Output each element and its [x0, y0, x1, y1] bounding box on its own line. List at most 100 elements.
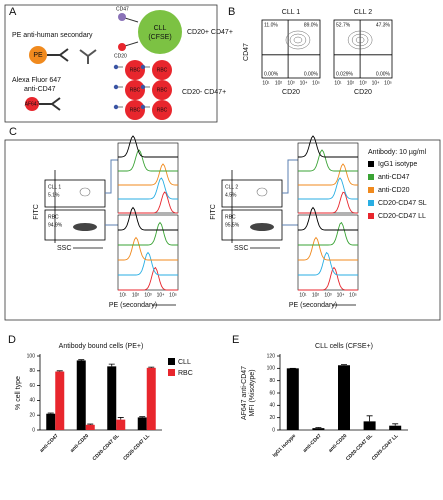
- histogram-trace: [118, 177, 178, 200]
- histogram-trace: [298, 236, 358, 261]
- cll-events: [79, 187, 91, 197]
- x-tick-label: anti-CD47: [39, 433, 60, 454]
- rbc-cell: [125, 60, 145, 80]
- y-tick-label: 0: [32, 427, 35, 433]
- pe-label: PE: [33, 52, 43, 59]
- bar: [116, 419, 126, 430]
- x-tick-label: anti-CD20: [69, 433, 90, 454]
- rbc-events: [250, 223, 274, 231]
- error-bar: [366, 415, 373, 422]
- histogram-trace: [298, 163, 358, 186]
- y-axis-label: MFI (%isotype): [249, 369, 256, 416]
- pe-secondary-label: PE anti-human secondary: [12, 32, 93, 39]
- density-contour: [289, 33, 307, 47]
- pe-fluor: [29, 46, 47, 64]
- x-tick-label: 10²: [312, 292, 320, 298]
- phenotype-label: CD20+ CD47+: [187, 29, 233, 36]
- error-bar: [139, 416, 146, 418]
- plot-title: CLL 1: [282, 9, 301, 16]
- legend-label: IgG1 isotype: [378, 161, 417, 168]
- gate-label: RBC: [48, 214, 59, 220]
- x-axis-label: CD20: [354, 89, 372, 96]
- cll-cell: [138, 10, 182, 54]
- cll-events: [256, 187, 268, 197]
- plot-title: CLL 2: [354, 9, 373, 16]
- chart-title: CLL cells (CFSE+): [315, 343, 373, 350]
- rbc-label: RBC: [130, 67, 141, 73]
- bar: [286, 368, 299, 430]
- error-bar: [78, 359, 85, 361]
- density-contour: [293, 36, 303, 44]
- x-tick-label: 10¹: [299, 292, 307, 298]
- y-axis-label: FITC: [33, 204, 40, 220]
- legend-swatch: [368, 174, 374, 180]
- antigen: [113, 64, 119, 70]
- histogram-trace: [118, 135, 178, 158]
- y-tick-label: 40: [269, 403, 275, 409]
- legend-label: RBC: [178, 370, 193, 377]
- cll-label: CLL: [154, 25, 167, 32]
- density-contour: [351, 33, 369, 47]
- histogram-trace: [298, 206, 358, 231]
- histogram-trace: [118, 163, 178, 186]
- density-contour: [347, 30, 373, 50]
- panel-label: B: [228, 6, 235, 18]
- density-contour: [355, 36, 365, 44]
- x-tick-label: 10⁵: [169, 292, 177, 298]
- legend-swatch: [368, 187, 374, 193]
- histogram-frame: [297, 214, 359, 291]
- error-bar: [315, 427, 322, 429]
- plot-frame: [333, 19, 393, 79]
- cd47-marker: [118, 13, 126, 21]
- x-tick-label: IgG1 isotype: [272, 433, 298, 459]
- legend-swatch: [168, 358, 175, 365]
- x-axis-label: CD20: [282, 89, 300, 96]
- rbc-label: RBC: [157, 67, 168, 73]
- x-tick-label: 10⁵: [312, 80, 320, 86]
- cd20-marker: [118, 43, 126, 51]
- rbc-cell: [125, 100, 145, 120]
- rbc-label: RBC: [130, 87, 141, 93]
- cd47-stalk: [124, 17, 139, 23]
- gate-pct: 5.1%: [48, 192, 60, 198]
- x-tick-label: 10³: [144, 292, 152, 298]
- histogram-trace: [298, 191, 358, 214]
- error-bar: [148, 366, 155, 368]
- panel-label: D: [8, 334, 16, 346]
- gate-arrow: [282, 159, 298, 194]
- y-tick-label: 20: [29, 413, 35, 419]
- x-axis-label: PE (secondary): [109, 302, 157, 309]
- histogram-trace: [118, 236, 178, 261]
- y-tick-label: 100: [267, 366, 276, 372]
- histogram-frame: [117, 214, 179, 291]
- error-bar: [87, 423, 94, 425]
- error-bar: [47, 412, 54, 414]
- x-tick-label: 10⁴: [157, 292, 165, 298]
- gate-label: RBC: [225, 214, 236, 220]
- x-tick-label: anti-CD20: [328, 433, 349, 454]
- y-axis-label: AF647 anti-CD47: [241, 366, 248, 420]
- rbc-cell: [152, 60, 172, 80]
- bar: [312, 428, 325, 430]
- y-tick-label: 60: [269, 390, 275, 396]
- panel-label: C: [9, 126, 17, 138]
- bar: [107, 366, 117, 430]
- x-tick-label: 10³: [359, 80, 367, 86]
- y-tick-label: 20: [269, 415, 275, 421]
- bar: [46, 413, 56, 430]
- af647-antibody: [39, 97, 61, 111]
- chart-title: Antibody bound cells (PE+): [59, 343, 144, 350]
- histogram-trace: [298, 221, 358, 246]
- y-tick-label: 80: [269, 378, 275, 384]
- histogram-trace: [298, 251, 358, 276]
- af647-label: AF647: [25, 101, 40, 107]
- bar: [338, 365, 350, 430]
- x-tick-label: 10³: [287, 80, 295, 86]
- bar: [363, 421, 376, 430]
- antigen: [113, 84, 119, 90]
- y-tick-label: 40: [29, 398, 35, 404]
- legend-label: CD20-CD47 SL: [378, 200, 427, 207]
- bar: [55, 371, 65, 430]
- legend-swatch: [368, 200, 374, 206]
- af647-antibody-label: Alexa Fluor 647: [12, 77, 61, 84]
